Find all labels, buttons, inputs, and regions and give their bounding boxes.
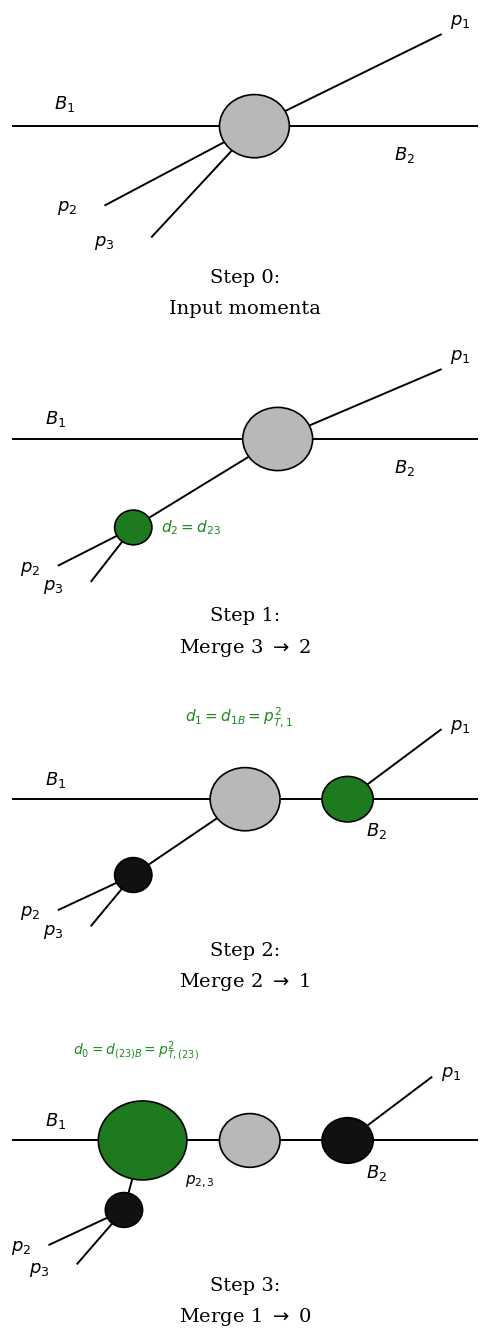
Text: Step 3:: Step 3:: [210, 1277, 280, 1295]
Text: $d_1=d_{1B}=p^2_{T,1}$: $d_1=d_{1B}=p^2_{T,1}$: [184, 706, 292, 728]
Text: Input momenta: Input momenta: [169, 300, 320, 319]
Text: $p_3$: $p_3$: [29, 1261, 49, 1279]
Text: Step 0:: Step 0:: [210, 269, 280, 287]
Text: Step 1:: Step 1:: [210, 607, 280, 625]
Text: Merge 3 $\rightarrow$ 2: Merge 3 $\rightarrow$ 2: [179, 636, 311, 659]
Ellipse shape: [321, 1118, 373, 1164]
Text: $p_2$: $p_2$: [20, 904, 40, 923]
Text: $B_1$: $B_1$: [54, 94, 75, 114]
Text: $p_2$: $p_2$: [57, 200, 77, 217]
Text: $p_1$: $p_1$: [449, 13, 469, 31]
Ellipse shape: [114, 858, 151, 892]
Text: $B_2$: $B_2$: [393, 145, 414, 165]
Ellipse shape: [219, 1114, 279, 1168]
Ellipse shape: [219, 95, 289, 158]
Text: Merge 2 $\rightarrow$ 1: Merge 2 $\rightarrow$ 1: [179, 972, 310, 994]
Text: Merge 1 $\rightarrow$ 0: Merge 1 $\rightarrow$ 0: [178, 1307, 311, 1328]
Ellipse shape: [114, 510, 151, 545]
Text: $p_3$: $p_3$: [43, 578, 63, 596]
Text: $B_2$: $B_2$: [393, 458, 414, 478]
Text: $p_1$: $p_1$: [440, 1065, 460, 1083]
Text: $B_1$: $B_1$: [45, 770, 66, 790]
Text: $p_3$: $p_3$: [43, 923, 63, 941]
Ellipse shape: [242, 407, 312, 470]
Text: $p_{2,3}$: $p_{2,3}$: [184, 1173, 214, 1189]
Text: $p_2$: $p_2$: [20, 560, 40, 577]
Text: $p_1$: $p_1$: [449, 718, 469, 735]
Text: $B_1$: $B_1$: [45, 1111, 66, 1131]
Text: $p_1$: $p_1$: [449, 348, 469, 367]
Text: $B_1$: $B_1$: [45, 410, 66, 430]
Text: Step 2:: Step 2:: [210, 941, 280, 960]
Ellipse shape: [210, 767, 279, 830]
Ellipse shape: [105, 1193, 142, 1228]
Ellipse shape: [98, 1101, 186, 1180]
Text: $B_2$: $B_2$: [365, 821, 387, 841]
Text: $d_0=d_{(23)B}=p^2_{T,(23)}$: $d_0=d_{(23)B}=p^2_{T,(23)}$: [73, 1040, 198, 1065]
Ellipse shape: [321, 777, 373, 822]
Text: $d_2=d_{23}$: $d_2=d_{23}$: [161, 518, 221, 537]
Text: $p_3$: $p_3$: [94, 234, 114, 252]
Text: $B_2$: $B_2$: [365, 1162, 387, 1182]
Text: $p_2$: $p_2$: [11, 1239, 30, 1257]
